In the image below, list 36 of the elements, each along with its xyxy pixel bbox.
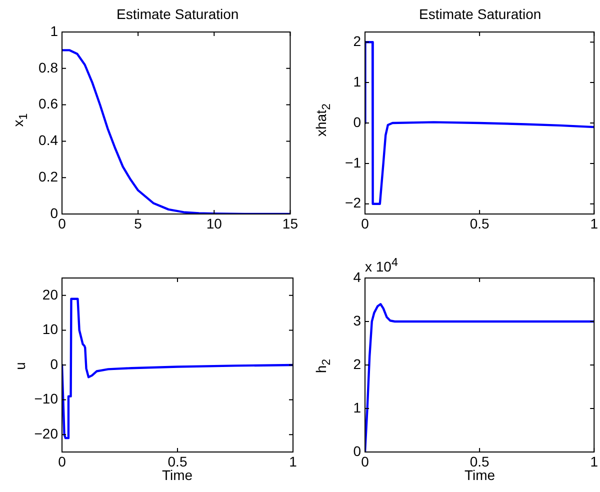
y-tick-label: 3: [353, 312, 362, 328]
y-tick-label: 0: [50, 356, 58, 372]
x-axis-title: Time: [162, 467, 193, 483]
x-tick-label: 15: [282, 215, 298, 232]
y-tick-label: 1: [353, 399, 362, 416]
y-tick-label: −1: [345, 154, 362, 170]
chart-title: Estimate Saturation: [419, 6, 542, 22]
x-tick-label: 5: [134, 215, 142, 232]
x-tick-label: 10: [206, 215, 222, 232]
y-tick-label: 10: [42, 321, 58, 338]
y-tick-label: 20: [42, 286, 58, 302]
y-tick-label: 0: [50, 204, 58, 221]
y-tick-label: −20: [34, 425, 58, 442]
y-tick-label: 1: [353, 73, 362, 90]
y-tick-label: −10: [34, 390, 58, 407]
y-tick-label: 0.6: [38, 96, 58, 112]
x-axis-title: Time: [464, 467, 496, 483]
y-tick-label: 2: [353, 356, 362, 372]
y-tick-label: 0: [353, 442, 362, 459]
y-tick-label: 0.4: [38, 132, 58, 148]
text: x 10$^{4}$: [365, 256, 398, 275]
y-tick-label: 4: [353, 268, 362, 285]
x-tick-label: 1: [289, 453, 298, 470]
y-tick-label: 1: [50, 22, 58, 39]
y-tick-label: 2: [353, 32, 362, 49]
y-tick-label: 0.2: [38, 168, 58, 184]
x-tick-label: 0.5: [470, 453, 490, 470]
y-axis-title: u: [12, 362, 28, 370]
chart-title: Estimate Saturation: [116, 6, 239, 22]
y-tick-label: −2: [345, 194, 362, 211]
y-tick-label: 0.8: [38, 59, 58, 76]
x-tick-label: 0.5: [470, 215, 490, 232]
y-tick-label: 0: [353, 114, 362, 130]
x-tick-label: 0.5: [168, 453, 188, 470]
x-tick-label: 1: [590, 215, 598, 232]
x-tick-label: 1: [590, 453, 598, 470]
